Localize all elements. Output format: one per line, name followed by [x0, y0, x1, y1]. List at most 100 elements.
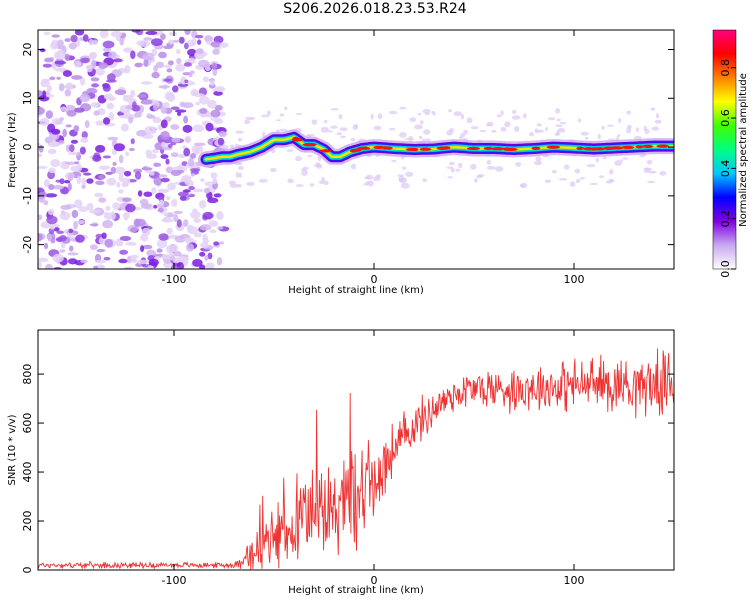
noise-blob — [143, 37, 153, 41]
noise-blob — [187, 226, 199, 235]
faint-noise-blob — [339, 127, 348, 132]
faint-noise-blob — [555, 124, 563, 128]
noise-blob — [52, 253, 64, 263]
noise-blob — [191, 144, 204, 154]
noise-blob — [198, 59, 210, 68]
noise-blob — [119, 249, 129, 255]
faint-noise-blob — [220, 144, 229, 151]
noise-blob — [108, 112, 115, 121]
noise-blob — [125, 105, 133, 110]
faint-noise-blob — [470, 163, 477, 170]
faint-noise-blob — [595, 157, 599, 163]
y-tick-label: -10 — [21, 187, 34, 205]
faint-noise-blob — [295, 184, 304, 187]
noise-blob — [51, 39, 59, 49]
noise-blob — [56, 230, 64, 235]
noise-blob — [174, 235, 186, 243]
noise-blob — [213, 241, 220, 246]
faint-noise-blob — [399, 106, 407, 110]
noise-blob — [140, 203, 152, 209]
noise-blob — [144, 125, 156, 135]
noise-blob — [106, 73, 116, 82]
noise-blob — [86, 178, 94, 184]
noise-blob — [76, 163, 82, 172]
noise-blob — [204, 181, 214, 187]
noise-blob — [89, 223, 99, 227]
noise-blob — [200, 242, 209, 249]
noise-blob — [157, 188, 170, 193]
faint-noise-blob — [500, 110, 504, 116]
noise-blob — [151, 71, 160, 79]
y-tick-label: -20 — [21, 236, 34, 254]
noise-blob — [80, 57, 90, 64]
noise-blob — [73, 125, 80, 133]
faint-noise-blob — [418, 136, 423, 140]
noise-blob — [74, 107, 85, 113]
noise-blob — [205, 262, 215, 269]
spectrogram-data — [38, 30, 674, 269]
faint-noise-blob — [363, 176, 371, 179]
noise-blob — [209, 79, 215, 86]
noise-blob — [65, 144, 71, 152]
noise-blob — [148, 258, 159, 267]
noise-blob — [145, 30, 158, 36]
faint-noise-blob — [515, 161, 522, 167]
noise-blob — [160, 119, 168, 129]
noise-blob — [67, 258, 78, 265]
faint-noise-blob — [646, 159, 653, 165]
noise-blob — [44, 263, 53, 269]
noise-blob — [119, 241, 124, 246]
noise-blob — [214, 86, 226, 93]
noise-blob — [167, 182, 177, 191]
faint-noise-blob — [555, 108, 561, 114]
noise-blob — [103, 93, 114, 100]
noise-blob — [98, 174, 105, 180]
ridge-peak — [419, 147, 432, 151]
noise-blob — [69, 245, 74, 252]
faint-noise-blob — [534, 128, 539, 134]
noise-blob — [114, 89, 127, 96]
noise-blob — [57, 39, 64, 48]
noise-blob — [38, 144, 44, 153]
noise-blob — [191, 37, 197, 46]
noise-blob — [177, 191, 189, 197]
faint-noise-blob — [244, 119, 251, 125]
noise-blob — [59, 211, 71, 221]
noise-blob — [102, 40, 115, 49]
noise-blob — [136, 259, 149, 265]
ridge-peak — [576, 146, 585, 150]
faint-noise-blob — [399, 132, 407, 138]
noise-blob — [146, 114, 156, 119]
faint-noise-blob — [551, 169, 557, 174]
noise-blob — [136, 129, 147, 137]
faint-noise-blob — [519, 183, 525, 188]
noise-blob — [219, 42, 229, 48]
noise-blob — [38, 191, 47, 198]
noise-blob — [199, 200, 207, 209]
faint-noise-blob — [367, 180, 374, 187]
noise-blob — [134, 218, 146, 227]
noise-blob — [214, 193, 222, 198]
noise-blob — [105, 171, 113, 175]
noise-blob — [125, 203, 136, 213]
faint-noise-blob — [486, 159, 492, 165]
noise-blob — [64, 38, 71, 42]
noise-blob — [98, 197, 107, 203]
noise-blob — [68, 42, 77, 50]
noise-blob — [71, 75, 83, 80]
colorbar-tick-label: 0.4 — [719, 160, 732, 178]
ridge-peak — [589, 147, 599, 151]
faint-noise-blob — [580, 131, 589, 136]
noise-blob — [99, 30, 109, 39]
noise-blob — [208, 220, 219, 227]
faint-noise-blob — [579, 177, 586, 180]
snr-line — [38, 348, 674, 570]
ridge-peak — [319, 149, 332, 153]
noise-blob — [188, 73, 193, 78]
noise-blob — [158, 174, 168, 178]
noise-blob — [213, 90, 223, 96]
noise-blob — [83, 172, 92, 176]
noise-blob — [161, 253, 170, 260]
noise-blob — [133, 168, 143, 174]
